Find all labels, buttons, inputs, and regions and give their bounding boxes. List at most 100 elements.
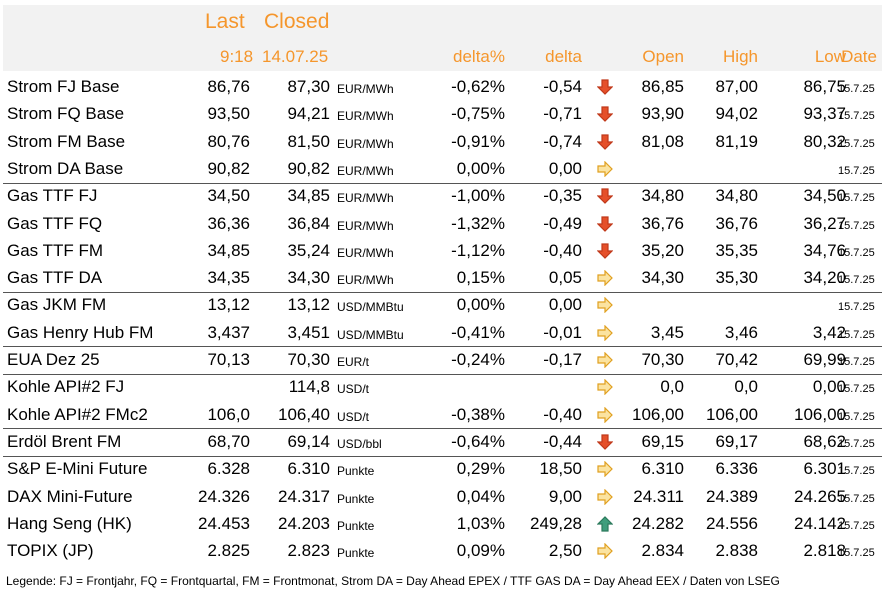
cell-closed: 36,84 [287, 213, 330, 233]
cell-closed: 81,50 [287, 131, 330, 151]
cell-delta-pct: -0,64% [451, 431, 505, 451]
cell-name: DAX Mini-Future [7, 486, 133, 506]
cell-low: 86,75 [803, 77, 846, 96]
cell-low: 24.265 [794, 486, 846, 506]
cell-delta-pct: -0,91% [451, 131, 505, 151]
arrow-shape [597, 406, 613, 424]
cell-high: 34,80 [715, 186, 758, 206]
cell-last: 34,85 [207, 240, 250, 260]
cell-open: 69,15 [641, 431, 684, 451]
trend-arrow [596, 133, 614, 150]
header-background [3, 5, 882, 71]
cell-date: 15.7.25 [838, 492, 875, 505]
cell-name: Gas JKM FM [7, 295, 107, 315]
arrow-shape [596, 133, 614, 150]
cell-delta-pct: -0,24% [451, 350, 505, 369]
cell-unit: Punkte [337, 464, 375, 479]
cell-name: Hang Seng (HK) [7, 513, 132, 533]
cell-date: 15.7.25 [838, 110, 875, 123]
cell-unit: EUR/MWh [337, 218, 394, 233]
cell-last: 93,50 [207, 104, 250, 124]
trend-arrow [597, 324, 613, 342]
cell-open: 86,85 [641, 77, 684, 96]
cell-delta: -0,17 [543, 350, 582, 369]
cell-last: 34,50 [207, 186, 250, 206]
cell-last: 68,70 [207, 431, 250, 451]
cell-delta: -0,54 [543, 77, 582, 96]
cell-unit: EUR/MWh [337, 82, 394, 96]
group-separator [3, 292, 882, 293]
cell-open: 6.310 [641, 459, 684, 479]
trend-arrow [597, 378, 613, 396]
column-header: Date [841, 47, 877, 66]
cell-closed: 24.317 [278, 486, 330, 506]
cell-date: 15.7.25 [838, 137, 875, 150]
column-header: delta% [453, 47, 505, 66]
cell-low: 80,32 [803, 131, 846, 151]
cell-delta: -0,40 [543, 404, 582, 424]
group-separator [3, 374, 882, 375]
cell-closed: 13,12 [287, 295, 330, 315]
cell-delta: -0,49 [543, 213, 582, 233]
cell-unit: EUR/t [337, 355, 370, 369]
cell-delta: -0,44 [543, 431, 582, 451]
arrow-shape [597, 378, 613, 396]
group-separator [3, 183, 882, 184]
cell-unit: EUR/MWh [337, 109, 394, 124]
cell-name: EUA Dez 25 [7, 350, 100, 369]
cell-low: 6.301 [803, 459, 846, 479]
cell-high: 87,00 [715, 77, 758, 96]
cell-unit: USD/t [337, 409, 370, 424]
cell-last: 36,36 [207, 213, 250, 233]
cell-open: 34,80 [641, 186, 684, 206]
trend-arrow [596, 243, 614, 259]
cell-delta: 9,00 [548, 486, 582, 506]
cell-low: 34,76 [803, 240, 846, 260]
cell-high: 24.389 [706, 486, 758, 506]
cell-high: 94,02 [715, 104, 758, 124]
cell-open: 36,76 [641, 213, 684, 233]
cell-high: 3,46 [724, 322, 758, 342]
trend-arrow [597, 296, 613, 314]
cell-name: Strom DA Base [7, 158, 124, 178]
cell-delta: 249,28 [530, 513, 582, 533]
cell-closed: 69,14 [287, 431, 330, 451]
column-header: 9:18 [220, 47, 254, 66]
cell-unit: EUR/MWh [337, 273, 394, 288]
arrow-shape [596, 79, 614, 95]
cell-high: 70,42 [715, 350, 758, 369]
cell-unit: Punkte [337, 518, 375, 533]
trend-arrow [597, 269, 613, 287]
cell-low: 3,42 [812, 322, 846, 342]
cell-open: 106,00 [632, 404, 684, 424]
arrow-shape [596, 515, 614, 532]
cell-closed: 70,30 [287, 350, 330, 369]
cell-unit: EUR/MWh [337, 245, 394, 260]
cell-unit: USD/bbl [337, 436, 382, 451]
cell-last: 106,0 [207, 404, 250, 424]
cell-delta: 0,00 [548, 158, 582, 178]
cell-low: 106,00 [794, 404, 846, 424]
trend-arrow [597, 351, 613, 369]
arrow-shape [596, 215, 614, 232]
cell-date: 15.7.25 [838, 410, 875, 423]
arrow-shape [596, 188, 614, 205]
cell-open: 34,30 [641, 268, 684, 288]
cell-delta: -0,35 [543, 186, 582, 206]
cell-closed: 34,85 [287, 186, 330, 206]
cell-high: 35,30 [715, 268, 758, 288]
cell-delta: -0,40 [543, 240, 582, 260]
cell-open: 81,08 [641, 131, 684, 151]
cell-last: 34,35 [207, 268, 250, 288]
column-header: delta [545, 47, 582, 66]
cell-closed: 24.203 [278, 513, 330, 533]
cell-closed: 35,24 [287, 240, 330, 260]
cell-open: 93,90 [641, 104, 684, 124]
cell-open: 24.311 [633, 486, 684, 506]
cell-delta: 18,50 [539, 459, 582, 479]
cell-name: Gas TTF FQ [7, 213, 103, 233]
cell-delta-pct: -0,38% [451, 404, 505, 424]
cell-name: Gas Henry Hub FM [7, 322, 154, 342]
arrow-shape [596, 434, 614, 450]
cell-low: 34,50 [803, 186, 846, 206]
